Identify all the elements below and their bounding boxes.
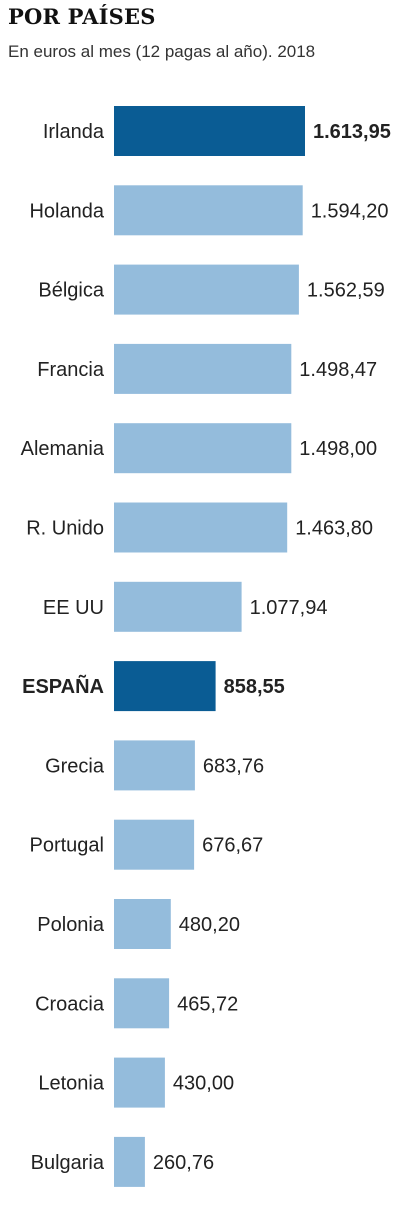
- category-label-r-unido: R. Unido: [26, 518, 104, 540]
- bar-espana: [114, 661, 216, 712]
- value-label-francia: 1.498,47: [299, 359, 377, 381]
- bar-polonia: [114, 899, 171, 949]
- value-label-letonia: 430,00: [173, 1073, 234, 1095]
- value-label-portugal: 676,67: [202, 835, 263, 857]
- chart-subtitle: En euros al mes (12 pagas al año). 2018: [8, 42, 316, 61]
- chart-title: POR PAÍSES: [8, 4, 156, 29]
- category-label-holanda: Holanda: [29, 200, 104, 222]
- value-label-r-unido: 1.463,80: [295, 518, 373, 540]
- category-label-alemania: Alemania: [21, 438, 105, 460]
- value-label-holanda: 1.594,20: [311, 200, 389, 222]
- bar-alemania: [114, 423, 292, 474]
- bar-ee-uu: [114, 581, 242, 632]
- bar-portugal: [114, 819, 195, 870]
- value-label-belgica: 1.562,59: [307, 280, 385, 302]
- category-label-belgica: Bélgica: [38, 280, 104, 302]
- bar-letonia: [114, 1057, 165, 1108]
- bar-francia: [114, 343, 292, 394]
- value-label-irlanda: 1.613,95: [313, 121, 391, 143]
- category-label-francia: Francia: [37, 359, 105, 381]
- category-label-grecia: Grecia: [45, 755, 105, 777]
- category-label-croacia: Croacia: [35, 993, 105, 1015]
- bar-grecia: [114, 740, 195, 791]
- value-label-polonia: 480,20: [179, 914, 240, 936]
- value-label-alemania: 1.498,00: [299, 438, 377, 460]
- bar-holanda: [114, 185, 303, 236]
- category-label-bulgaria: Bulgaria: [31, 1152, 105, 1174]
- bar-bulgaria: [114, 1136, 145, 1187]
- value-label-croacia: 465,72: [177, 993, 238, 1015]
- bar-belgica: [114, 264, 299, 315]
- category-label-irlanda: Irlanda: [43, 121, 105, 143]
- category-label-portugal: Portugal: [30, 835, 105, 857]
- bar-irlanda: [114, 106, 305, 156]
- category-label-polonia: Polonia: [37, 914, 105, 936]
- value-label-espana: 858,55: [224, 676, 285, 698]
- bar-r-unido: [114, 502, 288, 553]
- value-label-bulgaria: 260,76: [153, 1152, 214, 1174]
- category-label-letonia: Letonia: [38, 1073, 104, 1095]
- value-label-ee-uu: 1.077,94: [250, 597, 328, 619]
- bar-croacia: [114, 978, 170, 1029]
- category-label-espana: ESPAÑA: [22, 675, 104, 698]
- category-label-ee-uu: EE UU: [43, 597, 104, 619]
- value-label-grecia: 683,76: [203, 755, 264, 777]
